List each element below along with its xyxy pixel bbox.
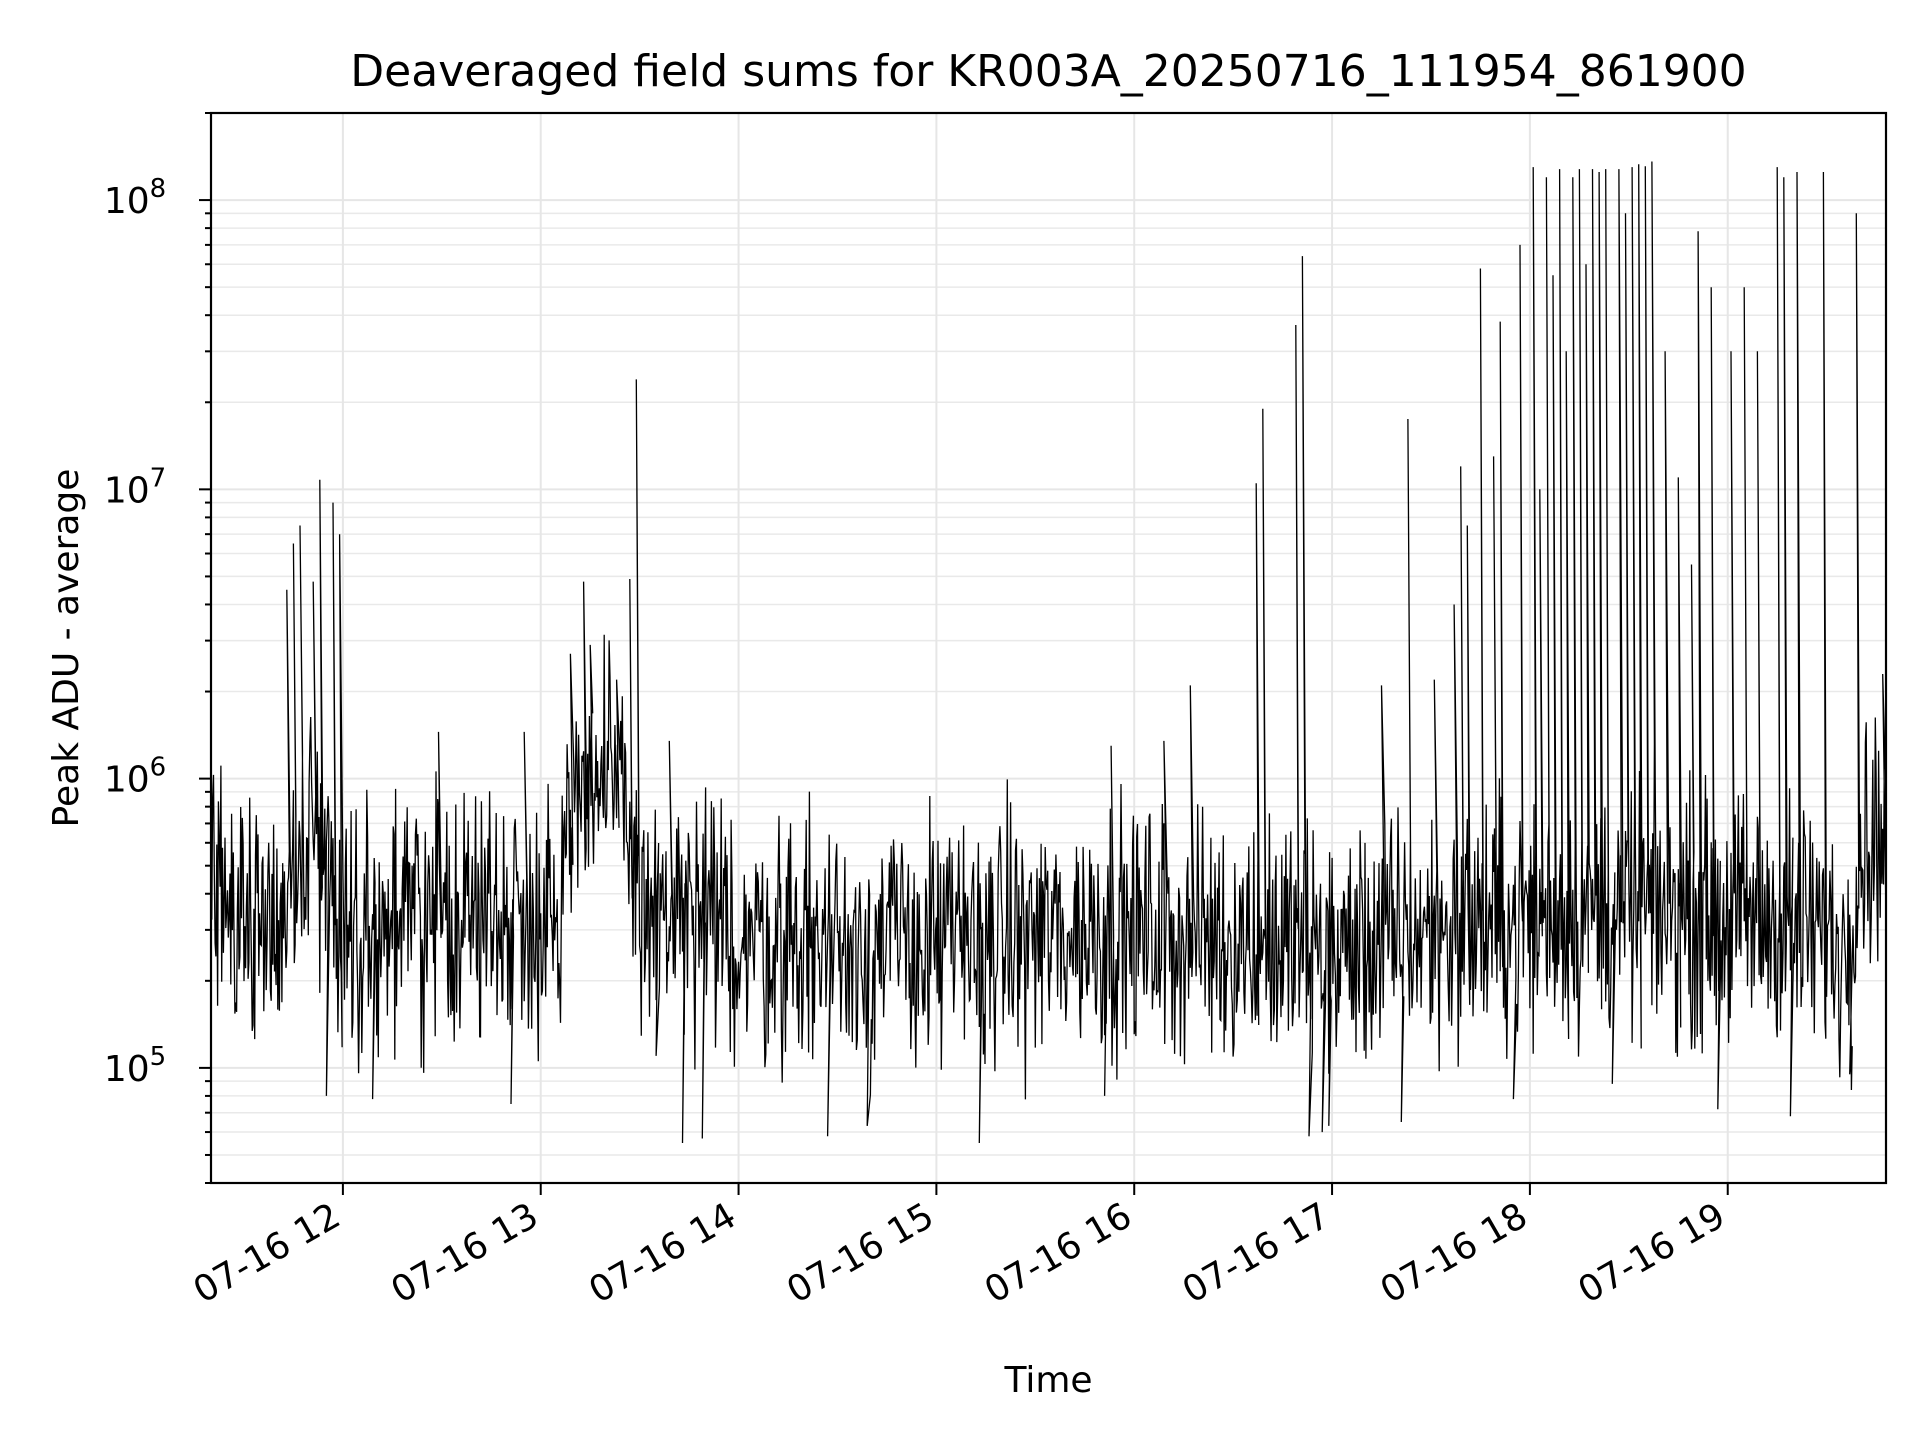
plot-frame: [209, 111, 1888, 1185]
y-axis-label: Peak ADU - average: [46, 469, 87, 828]
y-tick-mantissa: 10: [104, 1049, 150, 1090]
y-tick-mantissa: 10: [104, 760, 150, 801]
series-layer: [211, 161, 1886, 1144]
y-tick-label: 108: [104, 174, 166, 222]
x-axis-label: Time: [1003, 1360, 1092, 1401]
y-tick-label: 107: [104, 463, 166, 511]
y-tick-exponent: 8: [150, 174, 167, 204]
y-tick-label: 105: [104, 1042, 166, 1090]
y-tick-mantissa: 10: [104, 181, 150, 222]
y-tick-label: 106: [104, 753, 166, 801]
y-tick-mantissa: 10: [104, 470, 150, 511]
y-tick-exponent: 5: [150, 1042, 167, 1072]
y-tick-exponent: 7: [150, 463, 167, 493]
chart-title: Deaveraged field sums for KR003A_2025071…: [350, 46, 1746, 97]
y-tick-exponent: 6: [150, 753, 167, 783]
series-line-0: [211, 161, 1886, 1144]
